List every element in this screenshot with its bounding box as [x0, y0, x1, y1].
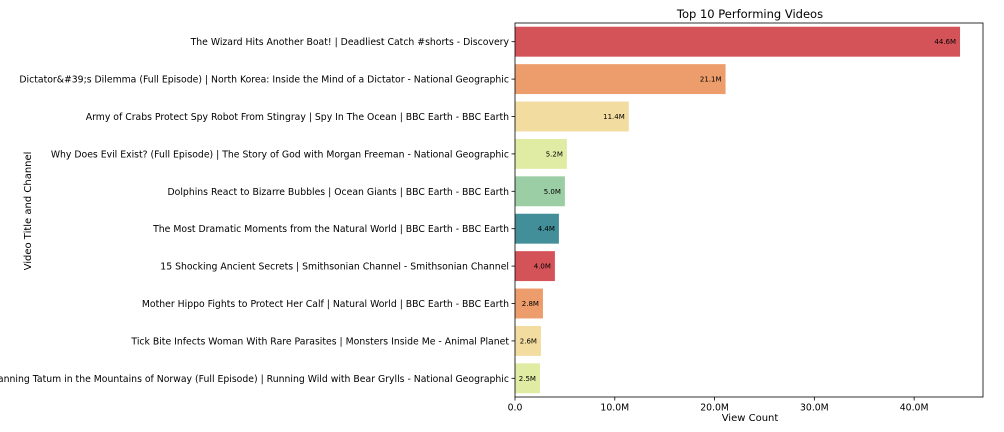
- y-tick-label: Dictator&#39;s Dilemma (Full Episode) | …: [19, 75, 509, 86]
- bar-value-label: 2.5M: [519, 375, 536, 383]
- bar: [515, 251, 555, 282]
- bar-value-label: 5.0M: [544, 188, 561, 196]
- x-tick-label: 0.0: [508, 403, 523, 414]
- plot-frame-border: [514, 22, 984, 398]
- y-tick-label: Army of Crabs Protect Spy Robot From Sti…: [86, 112, 509, 123]
- y-tick-label: 15 Shocking Ancient Secrets | Smithsonia…: [160, 262, 509, 273]
- bar: [515, 26, 961, 57]
- bar-value-label: 11.4M: [603, 113, 625, 121]
- bar: [515, 101, 629, 132]
- y-tick-label: Channing Tatum in the Mountains of Norwa…: [0, 374, 509, 385]
- bar: [515, 138, 567, 169]
- bar: [515, 325, 541, 356]
- bar: [515, 176, 565, 207]
- bar-value-label: 2.6M: [520, 337, 537, 345]
- bars-layer: [515, 26, 961, 394]
- y-tick-label: Mother Hippo Fights to Protect Her Calf …: [142, 299, 509, 310]
- x-tick-label: 40.0M: [900, 403, 929, 414]
- bar-value-label: 4.4M: [538, 225, 555, 233]
- y-tick-label: The Wizard Hits Another Boat! | Deadlies…: [190, 37, 510, 48]
- bar-value-label: 4.0M: [534, 263, 551, 271]
- value-labels: 44.6M 21.1M 11.4M 5.2M 5.0M 4.4M 4.0M 2.8M 2.6M 2…: [519, 38, 956, 383]
- y-tick-label: Why Does Evil Exist? (Full Episode) | Th…: [51, 149, 509, 160]
- bar-value-label: 21.1M: [700, 76, 722, 84]
- bar-value-label: 5.2M: [546, 150, 563, 158]
- bar-value-label: 44.6M: [934, 38, 956, 46]
- bar: [515, 363, 540, 394]
- x-tick-label: 30.0M: [800, 403, 829, 414]
- y-axis-title: Video Title and Channel: [23, 152, 34, 271]
- y-tick-label: Dolphins React to Bizarre Bubbles | Ocea…: [167, 187, 509, 198]
- x-axis-title: View Count: [722, 413, 779, 424]
- y-tick-label: The Most Dramatic Moments from the Natur…: [152, 224, 509, 235]
- y-axis: [511, 41, 515, 379]
- chart-title: Top 10 Performing Videos: [676, 7, 823, 21]
- bar: [515, 288, 543, 319]
- category-labels: The Wizard Hits Another Boat! | Deadlies…: [0, 37, 509, 385]
- y-tick-label: Tick Bite Infects Woman With Rare Parasi…: [130, 336, 509, 347]
- x-tick-label: 10.0M: [600, 403, 629, 414]
- plot-frame: [514, 22, 984, 398]
- x-axis: 0.0 10.0M 20.0M 30.0M 40.0M: [508, 397, 929, 414]
- bar: [515, 64, 726, 95]
- bar-value-label: 2.8M: [522, 300, 539, 308]
- bar: [515, 213, 559, 244]
- x-tick-label: 20.0M: [700, 403, 729, 414]
